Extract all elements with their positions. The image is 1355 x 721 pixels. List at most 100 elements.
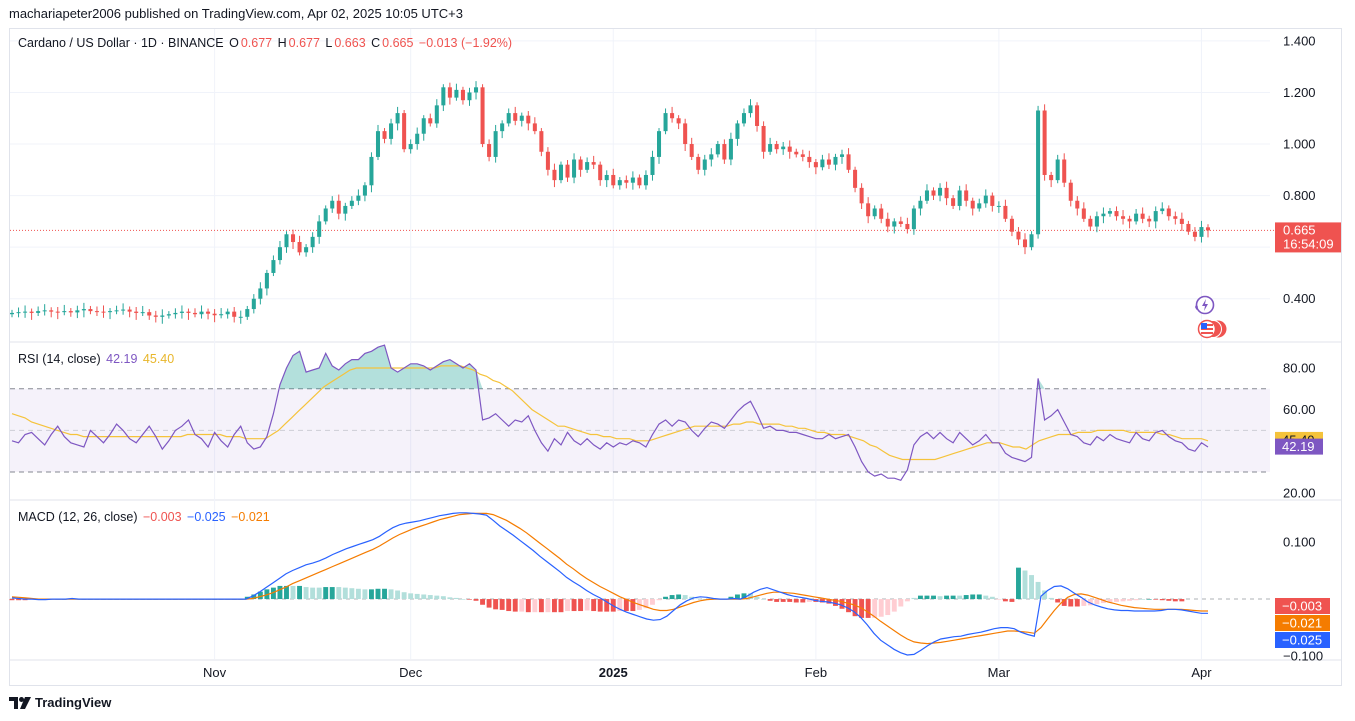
macd-histogram-bar	[551, 599, 557, 613]
candle	[460, 89, 465, 101]
candle	[304, 247, 309, 253]
candle	[9, 312, 15, 315]
macd-histogram-bar	[1042, 590, 1048, 600]
macd-histogram-bar	[917, 595, 923, 600]
candle	[748, 105, 753, 114]
macd-histogram-bar	[467, 599, 472, 600]
symbol-label[interactable]: Cardano / US Dollar · 1D · BINANCE	[18, 36, 224, 50]
x-tick-label: Feb	[805, 665, 827, 680]
candle	[650, 156, 655, 175]
macd-histogram-bar	[852, 599, 858, 617]
macd-histogram-bar	[695, 598, 701, 600]
macd-histogram-bar	[277, 585, 283, 600]
macd-histogram-bar	[545, 599, 551, 613]
candle	[787, 146, 792, 152]
candle	[317, 221, 322, 237]
macd-histogram-bar	[1029, 575, 1034, 600]
candle	[487, 144, 492, 157]
macd-histogram-bar	[1172, 599, 1178, 602]
macd-histogram-bar	[957, 595, 963, 600]
candle	[931, 190, 936, 196]
candle	[81, 309, 86, 311]
macd-histogram-bar	[1035, 581, 1041, 600]
macd-line-tag-value: −0.025	[1282, 633, 1322, 648]
candle	[820, 159, 825, 168]
candle	[421, 118, 426, 134]
candle	[800, 154, 805, 157]
macd-signal-line	[11, 512, 1208, 645]
macd-hist-value: −0.003	[142, 510, 182, 524]
candle	[807, 156, 812, 163]
macd-histogram-bar	[1146, 599, 1152, 600]
rsi-ma-line	[11, 365, 1209, 461]
macd-histogram-bar	[643, 599, 649, 609]
us-events-icon[interactable]	[1192, 318, 1228, 340]
macd-histogram-bar	[780, 599, 786, 602]
macd-histogram-bar	[310, 587, 316, 600]
price-legend: Cardano / US Dollar · 1D · BINANCE O 0.67…	[18, 36, 514, 50]
candle	[911, 208, 916, 230]
candle	[1049, 174, 1054, 181]
candle	[709, 154, 714, 160]
macd-label[interactable]: MACD (12, 26, close)	[18, 510, 138, 524]
candle	[983, 195, 988, 204]
candle	[951, 198, 956, 206]
macd-histogram-bar	[1061, 599, 1067, 606]
candle	[467, 92, 472, 101]
candle	[232, 311, 237, 317]
macd-histogram-bar	[734, 594, 740, 600]
macd-histogram-bar	[878, 599, 884, 617]
candle	[349, 200, 354, 206]
candle	[1016, 231, 1021, 240]
candle	[683, 123, 688, 145]
macd-histogram-bar	[748, 593, 753, 600]
rsi-ma-value: 45.40	[142, 352, 175, 366]
high-label: H	[277, 36, 287, 50]
price-tick-label: 1.000	[1283, 137, 1316, 152]
candle	[918, 200, 923, 209]
macd-histogram-bar	[1159, 599, 1165, 601]
candle	[434, 105, 439, 124]
macd-histogram-bar	[1087, 599, 1093, 606]
macd-histogram-bar	[9, 599, 15, 601]
candle	[1036, 110, 1041, 235]
publisher-line: machariapeter2006 published on TradingVi…	[9, 6, 463, 21]
macd-histogram-bar	[336, 587, 342, 600]
candle	[389, 123, 394, 139]
macd-histogram-bar	[676, 594, 682, 600]
macd-histogram-bar	[519, 599, 525, 612]
candle	[513, 113, 518, 121]
lightning-icon[interactable]	[1190, 293, 1218, 317]
rsi-label[interactable]: RSI (14, close)	[18, 352, 101, 366]
chart-frame[interactable]	[9, 28, 1342, 686]
candle	[977, 203, 982, 209]
x-tick-label: 2025	[599, 665, 628, 680]
candle	[663, 113, 668, 132]
candle	[1088, 218, 1093, 227]
candle	[49, 310, 54, 312]
macd-histogram-bar	[1133, 599, 1139, 601]
macd-histogram-bar	[689, 596, 695, 600]
candle	[1166, 208, 1171, 217]
macd-histogram-bar	[904, 599, 910, 602]
candle	[147, 312, 152, 316]
candle	[585, 162, 590, 170]
macd-histogram-bar	[1120, 599, 1126, 602]
macd-histogram-bar	[806, 599, 812, 602]
candle	[552, 169, 557, 181]
tradingview-logo-icon	[9, 696, 31, 709]
candle	[258, 288, 263, 299]
tradingview-brand[interactable]: TradingView	[9, 695, 111, 710]
macd-histogram-bar	[911, 597, 917, 600]
macd-histogram-bar	[499, 599, 505, 610]
candle	[964, 190, 969, 201]
macd-histogram-bar	[617, 599, 623, 612]
candle	[238, 316, 243, 318]
candle	[493, 131, 498, 157]
macd-histogram-bar	[480, 599, 486, 605]
candle	[519, 115, 524, 121]
candle	[938, 187, 943, 196]
candle	[441, 87, 446, 106]
macd-histogram-bar	[362, 589, 368, 600]
